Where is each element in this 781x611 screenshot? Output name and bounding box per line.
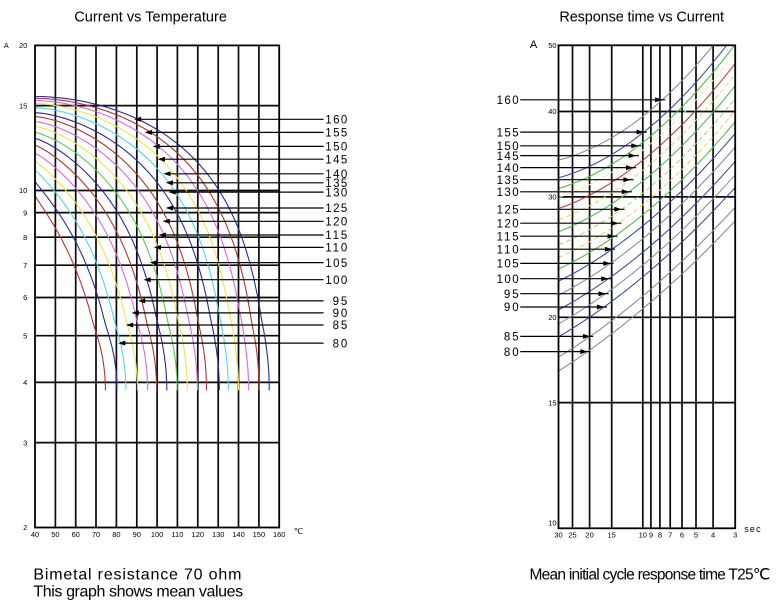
svg-text:95: 95 — [504, 289, 519, 301]
svg-text:20: 20 — [19, 41, 27, 50]
svg-text:A: A — [4, 41, 9, 50]
svg-text:Response time vs Current: Response time vs Current — [559, 10, 724, 26]
svg-text:15: 15 — [19, 101, 27, 110]
svg-text:115: 115 — [497, 231, 519, 243]
svg-text:85: 85 — [504, 332, 519, 344]
svg-text:5: 5 — [694, 531, 698, 540]
svg-text:85: 85 — [333, 320, 348, 332]
svg-text:90: 90 — [133, 530, 141, 539]
svg-text:3: 3 — [733, 531, 737, 540]
svg-text:10: 10 — [548, 519, 556, 528]
svg-text:10: 10 — [19, 186, 27, 195]
svg-text:160: 160 — [273, 530, 286, 539]
svg-text:100: 100 — [325, 275, 347, 287]
svg-text:125: 125 — [325, 203, 347, 215]
svg-text:40: 40 — [31, 530, 39, 539]
svg-text:7: 7 — [23, 261, 27, 270]
svg-text:sec: sec — [744, 524, 761, 534]
svg-text:90: 90 — [333, 308, 348, 320]
svg-text:145: 145 — [325, 154, 347, 166]
svg-text:9: 9 — [649, 531, 653, 540]
svg-text:130: 130 — [212, 530, 225, 539]
svg-text:100: 100 — [151, 530, 164, 539]
svg-text:Mean initial cycle response ti: Mean initial cycle response time T25℃ — [530, 567, 771, 584]
svg-text:8: 8 — [23, 233, 27, 242]
svg-text:140: 140 — [497, 163, 519, 175]
svg-text:4: 4 — [711, 531, 715, 540]
svg-text:20: 20 — [548, 313, 556, 322]
svg-text:80: 80 — [112, 530, 120, 539]
svg-text:155: 155 — [497, 127, 519, 139]
svg-text:30: 30 — [554, 531, 562, 540]
svg-text:15: 15 — [548, 398, 556, 407]
svg-text:15: 15 — [608, 531, 616, 540]
svg-text:110: 110 — [325, 243, 347, 255]
svg-text:This graph shows mean values: This graph shows mean values — [33, 583, 243, 600]
svg-text:155: 155 — [325, 128, 347, 140]
svg-text:135: 135 — [497, 175, 519, 187]
svg-text:145: 145 — [497, 151, 519, 163]
svg-text:50: 50 — [548, 41, 556, 50]
svg-text:90: 90 — [504, 302, 519, 314]
svg-text:6: 6 — [23, 293, 27, 302]
svg-text:50: 50 — [51, 530, 59, 539]
svg-text:80: 80 — [333, 338, 348, 350]
svg-text:20: 20 — [585, 531, 593, 540]
svg-text:150: 150 — [325, 142, 347, 154]
svg-text:95: 95 — [333, 296, 348, 308]
svg-text:130: 130 — [325, 187, 347, 199]
svg-text:160: 160 — [325, 115, 347, 127]
svg-text:Bimetal resistance 70 ohm: Bimetal resistance 70 ohm — [33, 567, 241, 584]
svg-text:6: 6 — [680, 531, 684, 540]
svg-text:100: 100 — [497, 274, 519, 286]
svg-text:115: 115 — [325, 230, 347, 242]
svg-text:Current vs Temperature: Current vs Temperature — [74, 10, 227, 26]
svg-text:9: 9 — [23, 208, 27, 217]
svg-text:140: 140 — [232, 530, 245, 539]
svg-text:5: 5 — [23, 331, 27, 340]
svg-text:℃: ℃ — [294, 526, 304, 536]
svg-text:40: 40 — [548, 107, 556, 116]
svg-text:60: 60 — [72, 530, 80, 539]
svg-text:80: 80 — [504, 347, 519, 359]
svg-text:120: 120 — [497, 218, 519, 230]
svg-text:135: 135 — [325, 178, 347, 190]
svg-text:120: 120 — [325, 217, 347, 229]
svg-text:110: 110 — [171, 530, 183, 539]
svg-text:150: 150 — [497, 141, 519, 153]
svg-text:105: 105 — [497, 259, 519, 271]
svg-text:7: 7 — [668, 531, 672, 540]
svg-text:4: 4 — [23, 378, 27, 387]
svg-text:130: 130 — [497, 187, 519, 199]
svg-text:A: A — [530, 39, 538, 51]
svg-text:30: 30 — [548, 193, 556, 202]
svg-text:110: 110 — [497, 244, 519, 256]
svg-text:150: 150 — [253, 530, 266, 539]
svg-text:3: 3 — [23, 438, 27, 447]
svg-text:8: 8 — [658, 531, 662, 540]
svg-text:120: 120 — [192, 530, 205, 539]
svg-text:2: 2 — [23, 523, 27, 532]
svg-text:25: 25 — [568, 531, 576, 540]
svg-text:105: 105 — [325, 258, 347, 270]
svg-text:70: 70 — [92, 530, 100, 539]
svg-text:125: 125 — [497, 205, 519, 217]
svg-text:10: 10 — [639, 531, 647, 540]
svg-text:160: 160 — [497, 95, 519, 107]
svg-text:140: 140 — [325, 169, 347, 181]
